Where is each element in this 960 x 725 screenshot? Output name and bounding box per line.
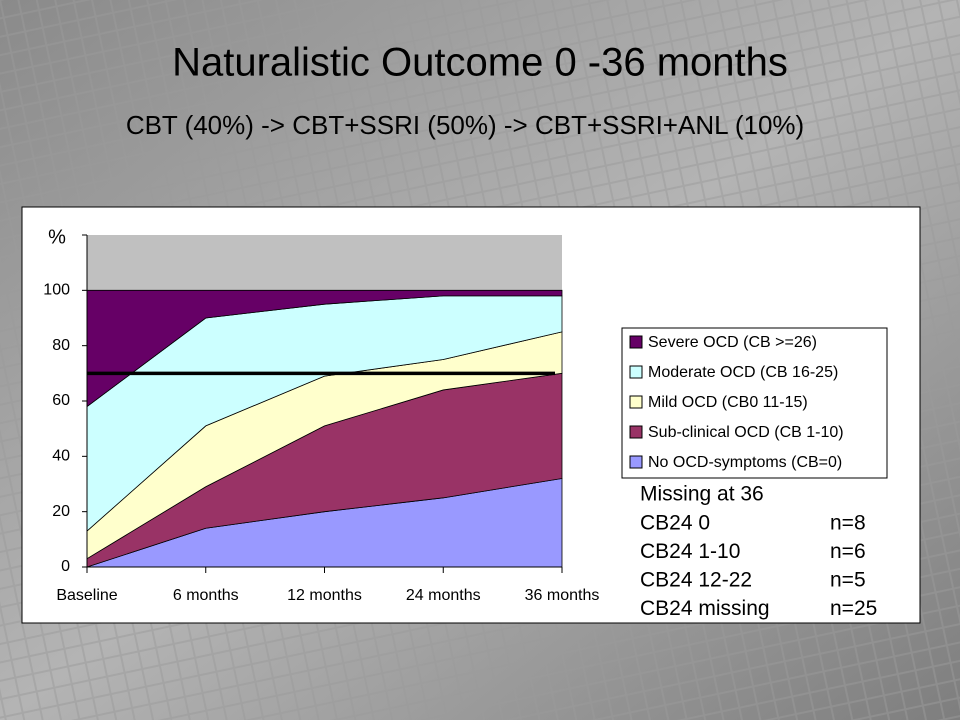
notes-label: CB24 0 — [640, 512, 710, 535]
area — [86, 289, 563, 408]
legend-swatch — [629, 395, 643, 409]
notes-label: CB24 missing — [640, 597, 770, 620]
slide-title: Naturalistic Outcome 0 -36 months — [172, 41, 788, 85]
legend-label: Severe OCD (CB >=26) — [648, 334, 817, 351]
legend-label: No OCD-symptoms (CB=0) — [648, 454, 842, 471]
slide-subtitle: CBT (40%) -> CBT+SSRI (50%) -> CBT+SSRI+… — [126, 110, 804, 140]
notes-title: Missing at 36 — [640, 483, 764, 506]
legend-label: Mild OCD (CB0 11-15) — [648, 394, 808, 411]
x-tick-label: 6 months — [173, 587, 239, 604]
legend-swatch — [629, 425, 643, 439]
notes-count: n=8 — [830, 512, 866, 535]
notes-count: n=5 — [830, 569, 866, 592]
notes-label: CB24 12-22 — [640, 569, 752, 592]
notes-label: CB24 1-10 — [640, 540, 740, 563]
x-tick-label: 24 months — [406, 587, 481, 604]
legend-swatch — [629, 455, 643, 469]
x-tick-label: Baseline — [56, 587, 117, 604]
legend-swatch — [629, 365, 643, 379]
legend-label: Sub-clinical OCD (CB 1-10) — [648, 424, 844, 441]
notes-count: n=25 — [830, 597, 877, 620]
legend-label: Moderate OCD (CB 16-25) — [648, 364, 838, 381]
y-tick-label: 0 — [61, 558, 70, 575]
notes-count: n=6 — [830, 540, 866, 563]
y-tick-label: 100 — [43, 282, 70, 299]
y-tick-label: 40 — [52, 448, 70, 465]
y-axis-title: % — [48, 226, 66, 248]
y-tick-label: 80 — [52, 337, 70, 354]
legend-swatch — [629, 335, 643, 349]
x-tick-label: 12 months — [287, 587, 362, 604]
y-tick-label: 20 — [52, 503, 70, 520]
y-tick-label: 60 — [52, 392, 70, 409]
legend-box — [621, 327, 888, 479]
x-tick-label: 36 months — [525, 587, 600, 604]
